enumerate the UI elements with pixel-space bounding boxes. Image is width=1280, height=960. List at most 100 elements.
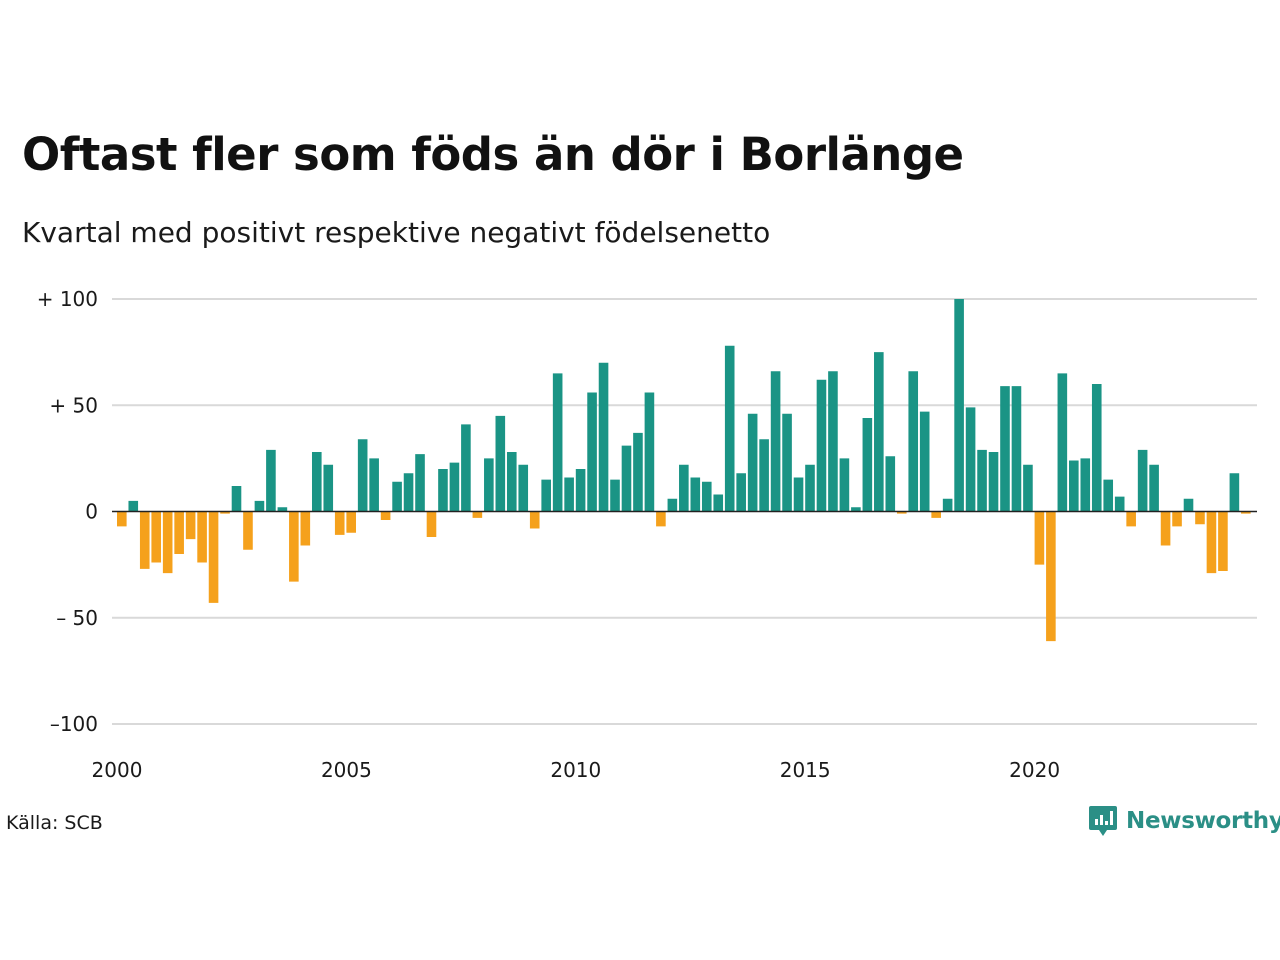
bar (484, 458, 494, 512)
x-tick-label: 2020 (1009, 758, 1060, 782)
bar (782, 413, 792, 512)
bar (839, 458, 850, 512)
bar (380, 511, 391, 520)
bar (610, 479, 620, 512)
bar (1126, 511, 1136, 527)
chart-subtitle: Kvartal med positivt respektive negativt… (22, 216, 771, 249)
bar (369, 458, 379, 512)
bar (392, 481, 402, 512)
bar (185, 511, 196, 540)
bar (701, 481, 712, 512)
bar (851, 507, 861, 512)
bar (472, 511, 483, 518)
bar (1103, 479, 1114, 512)
bar (323, 464, 334, 512)
bar (151, 511, 162, 563)
bar-chart: + 100 + 50 0 – 50 –100 2000 2005 2010 2015 2020 (37, 287, 1257, 782)
source-note: Källa: SCB (6, 812, 103, 834)
bar (461, 424, 471, 512)
bar (633, 432, 643, 512)
bar (162, 511, 173, 574)
bar (346, 511, 356, 533)
bar (1229, 473, 1240, 512)
bar (197, 511, 207, 563)
bar (965, 407, 976, 512)
bar (220, 511, 230, 514)
x-tick-label: 2015 (780, 758, 831, 782)
bar (1137, 449, 1148, 512)
bar (942, 498, 953, 512)
bar (334, 511, 345, 535)
bar (747, 413, 758, 512)
x-axis-labels: 2000 2005 2010 2015 2020 (92, 758, 1061, 782)
bar (1069, 460, 1079, 512)
bar (1160, 511, 1171, 546)
bar (403, 473, 414, 512)
bar (896, 511, 907, 514)
bar (1218, 511, 1228, 571)
chart-title: Oftast fler som föds än dör i Borlänge (22, 128, 964, 181)
bar (1172, 511, 1182, 527)
bar (426, 511, 437, 537)
x-tick-label: 2005 (321, 758, 372, 782)
bar (598, 362, 609, 512)
bar (862, 418, 873, 512)
bar (541, 479, 551, 512)
bar (266, 449, 276, 512)
bar (656, 511, 666, 527)
bar (357, 439, 368, 512)
bar (919, 411, 930, 512)
bar (713, 494, 724, 512)
bar (587, 392, 597, 512)
bar (874, 352, 884, 512)
bar (277, 507, 288, 512)
bar (208, 511, 219, 603)
bar (931, 511, 941, 518)
bar (1183, 498, 1194, 512)
bar (495, 415, 506, 512)
bar (1057, 373, 1068, 512)
bar (988, 452, 999, 512)
bar (1091, 384, 1102, 512)
bar (1241, 511, 1251, 514)
bar (679, 464, 689, 512)
y-tick-label: – 50 (56, 606, 98, 630)
newsworthy-logo-icon (1089, 806, 1117, 836)
brand-logo[interactable]: Newsworthy (1088, 804, 1280, 838)
y-tick-label: –100 (50, 712, 98, 736)
bar (1080, 458, 1091, 512)
bar (415, 454, 425, 512)
bar (289, 511, 299, 582)
bar (128, 500, 139, 512)
bar (231, 486, 242, 512)
bar (552, 373, 563, 512)
bar (117, 511, 127, 527)
bar (311, 452, 322, 512)
bar (300, 511, 311, 546)
x-tick-label: 2000 (92, 758, 143, 782)
bar (529, 511, 540, 529)
bar (621, 445, 632, 512)
bar (1114, 496, 1125, 512)
bar (954, 299, 964, 512)
bar (1011, 386, 1022, 512)
bar (828, 371, 838, 512)
bar (506, 452, 517, 512)
bar (243, 511, 253, 550)
bar (908, 371, 919, 512)
bar (254, 500, 265, 512)
bar (1149, 464, 1159, 512)
bar (885, 456, 896, 512)
bar (724, 345, 735, 512)
bar (1195, 511, 1205, 525)
x-tick-label: 2010 (550, 758, 601, 782)
bar (518, 464, 529, 512)
y-tick-label: 0 (85, 500, 98, 524)
bar (793, 477, 804, 512)
bar (770, 371, 781, 512)
bar (816, 379, 827, 512)
bar (667, 498, 678, 512)
bar (575, 469, 586, 512)
bar (1023, 464, 1033, 512)
y-tick-label: + 50 (49, 393, 98, 417)
